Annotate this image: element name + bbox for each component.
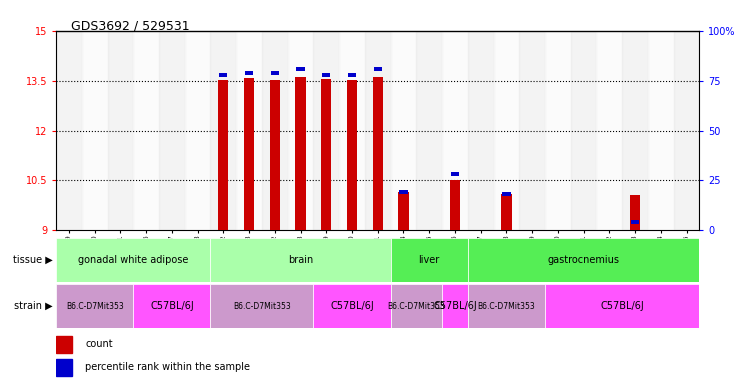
Bar bbox=[313, 284, 390, 328]
Bar bbox=[622, 31, 648, 230]
Bar bbox=[373, 77, 383, 230]
Bar bbox=[596, 31, 622, 230]
Bar bbox=[270, 80, 280, 230]
Bar bbox=[468, 31, 494, 230]
Bar bbox=[468, 238, 699, 282]
Bar bbox=[390, 31, 417, 230]
Bar bbox=[82, 31, 108, 230]
Bar bbox=[502, 192, 511, 197]
Bar bbox=[390, 284, 442, 328]
Bar bbox=[501, 194, 512, 230]
Bar bbox=[185, 31, 210, 230]
Bar bbox=[348, 73, 356, 77]
Bar bbox=[399, 190, 408, 194]
Bar bbox=[133, 284, 210, 328]
Bar bbox=[236, 31, 262, 230]
Bar bbox=[295, 77, 306, 230]
Bar bbox=[56, 284, 133, 328]
Bar bbox=[630, 195, 640, 230]
Bar bbox=[262, 31, 288, 230]
Bar bbox=[450, 180, 460, 230]
Text: B6.C-D7Mit353: B6.C-D7Mit353 bbox=[233, 302, 291, 311]
Bar bbox=[56, 336, 72, 353]
Bar bbox=[417, 31, 442, 230]
Bar bbox=[218, 80, 228, 230]
Text: C57BL/6J: C57BL/6J bbox=[433, 301, 476, 311]
Bar bbox=[365, 31, 390, 230]
Bar bbox=[321, 79, 331, 230]
Text: brain: brain bbox=[288, 255, 313, 265]
Bar bbox=[56, 238, 210, 282]
Bar bbox=[271, 71, 279, 74]
Bar bbox=[674, 31, 699, 230]
Bar bbox=[648, 31, 674, 230]
Text: GDS3692 / 529531: GDS3692 / 529531 bbox=[71, 19, 190, 32]
Bar bbox=[373, 67, 382, 71]
Bar bbox=[468, 284, 545, 328]
Text: strain ▶: strain ▶ bbox=[13, 301, 52, 311]
Text: B6.C-D7Mit353: B6.C-D7Mit353 bbox=[66, 302, 123, 311]
Bar bbox=[108, 31, 133, 230]
Bar bbox=[322, 73, 331, 77]
Text: B6.C-D7Mit353: B6.C-D7Mit353 bbox=[477, 302, 536, 311]
Bar bbox=[390, 238, 468, 282]
Text: liver: liver bbox=[419, 255, 440, 265]
Text: C57BL/6J: C57BL/6J bbox=[150, 301, 194, 311]
Text: gastrocnemius: gastrocnemius bbox=[548, 255, 619, 265]
Bar bbox=[210, 284, 313, 328]
Text: count: count bbox=[85, 339, 113, 349]
Bar bbox=[442, 284, 468, 328]
Text: C57BL/6J: C57BL/6J bbox=[330, 301, 374, 311]
Bar bbox=[545, 284, 699, 328]
Text: C57BL/6J: C57BL/6J bbox=[601, 301, 644, 311]
Bar bbox=[245, 71, 254, 74]
Bar bbox=[494, 31, 519, 230]
Bar bbox=[288, 31, 313, 230]
Bar bbox=[56, 31, 82, 230]
Bar bbox=[339, 31, 365, 230]
Bar bbox=[313, 31, 339, 230]
Bar bbox=[133, 31, 159, 230]
Bar bbox=[210, 238, 390, 282]
Bar bbox=[545, 31, 571, 230]
Text: B6.C-D7Mit353: B6.C-D7Mit353 bbox=[387, 302, 445, 311]
Bar bbox=[347, 80, 357, 230]
Bar bbox=[631, 220, 640, 224]
Text: percentile rank within the sample: percentile rank within the sample bbox=[85, 362, 250, 372]
Bar bbox=[296, 67, 304, 71]
Bar bbox=[244, 78, 254, 230]
Bar bbox=[571, 31, 596, 230]
Bar bbox=[219, 73, 227, 77]
Bar bbox=[159, 31, 185, 230]
Bar bbox=[519, 31, 545, 230]
Bar bbox=[451, 172, 459, 177]
Bar bbox=[399, 192, 408, 230]
Text: tissue ▶: tissue ▶ bbox=[13, 255, 52, 265]
Bar bbox=[442, 31, 468, 230]
Bar bbox=[210, 31, 236, 230]
Bar bbox=[56, 359, 72, 376]
Text: gonadal white adipose: gonadal white adipose bbox=[78, 255, 188, 265]
